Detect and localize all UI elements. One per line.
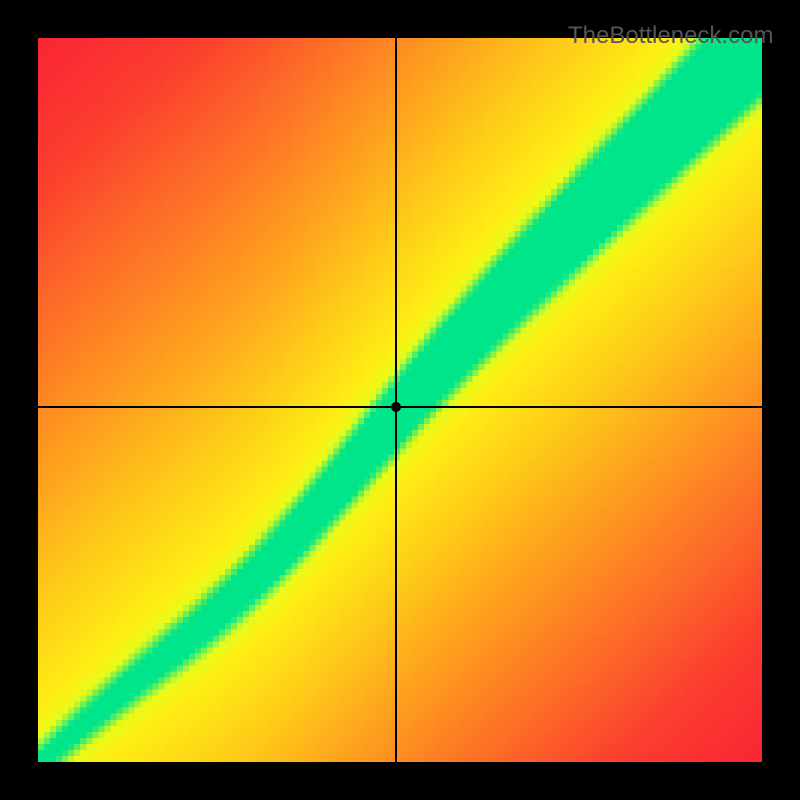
bottleneck-heatmap bbox=[38, 38, 762, 762]
watermark-text: TheBottleneck.com bbox=[568, 22, 773, 50]
chart-container: TheBottleneck.com bbox=[0, 0, 800, 800]
crosshair-vertical bbox=[395, 38, 397, 762]
